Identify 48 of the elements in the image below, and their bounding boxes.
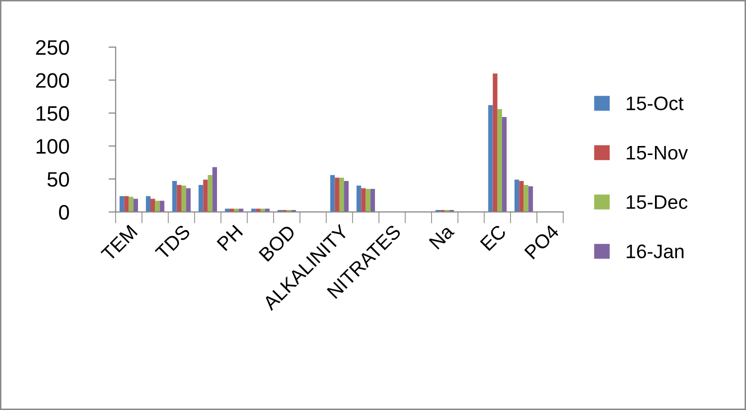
bar [514,180,520,212]
bar [160,200,164,212]
y-tick-label: 0 [59,204,69,220]
bar [502,117,507,212]
bar [124,196,129,212]
y-tick-label: 200 [36,73,69,88]
x-tick-label: PH [216,224,243,252]
y-tick-label: 100 [36,139,69,154]
y-tick-label: 50 [47,172,69,187]
y-tick-label: 150 [36,106,69,121]
bar [208,175,212,212]
bar [366,188,370,212]
legend-label: 15-Nov [626,146,688,160]
x-tick-label: TDS [154,224,191,260]
bar [155,200,160,212]
y-tick-label: 250 [36,40,69,55]
bar [519,180,524,212]
bar [176,184,182,212]
bar [370,188,375,212]
bar [497,109,502,212]
bar [361,188,366,212]
bar [528,186,533,212]
bar [203,180,208,212]
bar [334,178,340,212]
legend-label: 16-Jan [626,244,684,258]
bar [330,175,335,212]
bar [172,180,177,212]
bar [524,184,528,212]
x-tick-label: Na [428,224,455,250]
bar [146,196,151,212]
bar [488,105,493,212]
bar [128,196,134,212]
bar [492,74,498,212]
bar [133,198,138,212]
bar [150,198,156,212]
bar [198,184,204,212]
bar [238,208,244,212]
bar [339,178,344,212]
bar [251,208,256,212]
bar [344,180,349,212]
bar [186,188,191,212]
legend-label: 15-Dec [626,195,688,209]
legend-label: 15-Oct [626,96,684,110]
bar [120,196,124,212]
x-tick-label: EC [480,224,507,252]
bar [212,167,217,212]
bar [356,186,362,212]
bar [181,186,186,212]
